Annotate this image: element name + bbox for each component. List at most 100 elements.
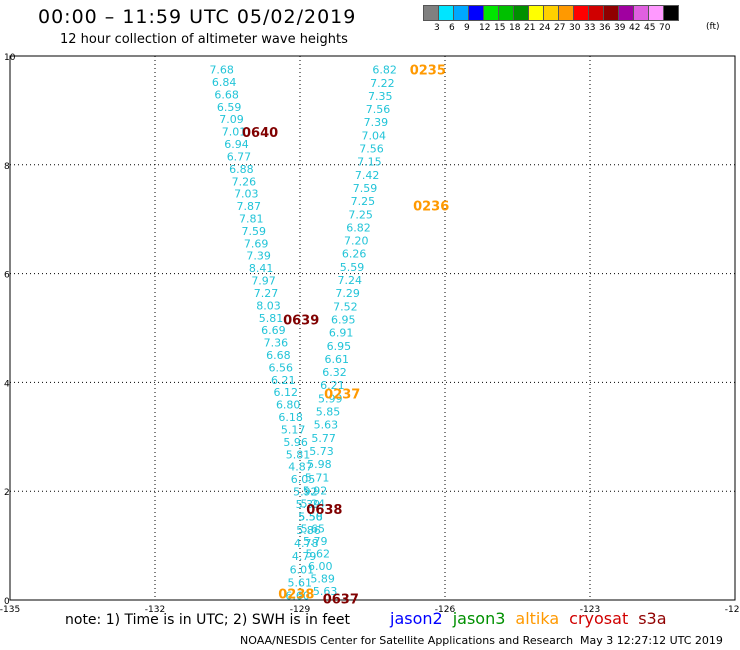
swh-value: 6.94 <box>224 138 249 151</box>
legend-cryosat: cryosat <box>569 609 629 628</box>
legend-jason3: jason3 <box>452 609 506 628</box>
swh-value: 5.85 <box>316 406 341 419</box>
colorbar-cell: 9 <box>453 5 470 33</box>
swh-value: 6.84 <box>212 76 237 89</box>
y-tick-label: 10 <box>4 53 16 63</box>
swh-value: 6.00 <box>308 560 333 573</box>
swh-value: 6.56 <box>269 361 294 374</box>
swh-value: 7.87 <box>237 200 262 213</box>
colorbar-cell: 42 <box>618 5 640 33</box>
swh-value: 6.05 <box>291 473 316 486</box>
swh-value: 5.98 <box>307 458 332 471</box>
y-tick-label: 8 <box>4 162 10 172</box>
swh-value: 5.62 <box>305 548 330 561</box>
swh-value: 7.29 <box>335 287 360 300</box>
pass-time-label: 0237 <box>324 387 360 402</box>
swh-value: 5.73 <box>309 445 334 458</box>
swh-value: 5.63 <box>314 419 339 432</box>
pass-time-label: 0238 <box>278 587 314 602</box>
x-tick-label: -126 <box>435 605 456 615</box>
swh-value: 6.82 <box>372 64 397 77</box>
colorbar-label: 42 <box>629 23 641 33</box>
legend-jason2: jason2 <box>390 609 443 628</box>
swh-value: 6.12 <box>273 386 298 399</box>
legend-s3a: s3a <box>638 609 667 628</box>
colorbar-label: 9 <box>464 23 470 33</box>
swh-value: 7.26 <box>232 175 257 188</box>
x-tick-label: -120 <box>725 605 740 615</box>
swh-value: 6.26 <box>342 248 367 261</box>
pass-time-label: 0236 <box>413 200 449 215</box>
swh-value: 7.25 <box>348 208 373 221</box>
colorbar-label: 27 <box>554 23 566 33</box>
swh-value: 6.95 <box>327 340 352 353</box>
y-tick-label: 4 <box>4 379 10 389</box>
swh-value: 5.81 <box>286 448 311 461</box>
swh-value: 7.15 <box>357 156 382 169</box>
colorbar-label: 6 <box>449 23 455 33</box>
pass-time-label: 0639 <box>283 313 319 328</box>
swh-value: 6.68 <box>214 88 239 101</box>
swh-value: 7.56 <box>366 103 391 116</box>
swh-value: 8.03 <box>256 299 281 312</box>
colorbar-label: 18 <box>509 23 521 33</box>
swh-value: 6.68 <box>266 349 291 362</box>
y-tick-label: 2 <box>4 488 10 498</box>
swh-value: 7.42 <box>355 169 380 182</box>
swh-value: 7.59 <box>241 225 266 238</box>
swh-value: 4.79 <box>292 550 317 563</box>
swh-value: 7.03 <box>234 188 259 201</box>
colorbar-cell: 18 <box>498 5 520 33</box>
pass-time-label: 0637 <box>323 592 359 607</box>
footnote: note: 1) Time is in UTC; 2) SWH is in fe… <box>65 612 351 628</box>
colorbar-unit: (ft) <box>706 22 720 32</box>
swh-value: 7.56 <box>359 143 384 156</box>
y-tick-label: 6 <box>4 271 10 281</box>
swh-value: 6.69 <box>261 324 286 337</box>
swh-value: 7.27 <box>254 287 279 300</box>
swh-value: 6.91 <box>329 327 354 340</box>
x-tick-label: -135 <box>0 605 20 615</box>
swh-value: 5.39 <box>296 498 321 511</box>
swh-value: 7.69 <box>244 237 269 250</box>
swh-value: 5.79 <box>303 535 328 548</box>
colorbar-label: 30 <box>569 23 581 33</box>
swh-value: 7.39 <box>246 250 271 263</box>
swh-value: 7.35 <box>368 90 393 103</box>
page-subtitle: 12 hour collection of altimeter wave hei… <box>60 32 348 47</box>
swh-value: 5.50 <box>298 510 323 523</box>
swh-value: 6.60 <box>285 590 310 603</box>
swh-value: 5.92 <box>293 485 318 498</box>
colorbar-label: 33 <box>584 23 596 33</box>
swh-value: 5.99 <box>318 392 343 405</box>
swh-value: 5.24 <box>301 498 326 511</box>
swh-value: 5.71 <box>305 471 330 484</box>
swh-value: 5.92 <box>303 484 328 497</box>
swh-value: 7.24 <box>338 274 363 287</box>
swh-value: 5.58 <box>298 511 323 524</box>
swh-value: 5.81 <box>259 312 284 325</box>
swh-value: 7.52 <box>333 300 358 313</box>
page-title: 00:00 – 11:59 UTC 05/02/2019 <box>38 6 357 28</box>
swh-value: 5.89 <box>310 572 335 585</box>
generated-timestamp: May 3 12:27:12 UTC 2019 <box>580 634 723 647</box>
pass-time-label: 0640 <box>242 126 278 141</box>
swh-value: 4.87 <box>288 461 313 474</box>
swh-value: 6.21 <box>320 379 345 392</box>
x-tick-label: -123 <box>580 605 600 615</box>
swh-value: 6.82 <box>346 221 371 234</box>
colorbar-label: 70 <box>659 23 671 33</box>
swh-value: 6.61 <box>324 353 349 366</box>
credit-text: NOAA/NESDIS Center for Satellite Applica… <box>240 634 574 647</box>
satellite-legend: jason2 jason3 altika cryosat s3a <box>390 609 677 628</box>
swh-value: 7.97 <box>251 275 276 288</box>
swh-colorbar: 3 6 9 12 15 18 21 24 27 30 33 36 39 42 45 70 <box>423 5 679 33</box>
swh-value: 5.96 <box>283 436 308 449</box>
swh-value: 4.78 <box>294 537 319 550</box>
swh-value: 6.01 <box>290 563 315 576</box>
colorbar-label: 45 <box>644 23 656 33</box>
colorbar-label: 21 <box>524 23 536 33</box>
swh-value: 5.65 <box>301 523 326 536</box>
